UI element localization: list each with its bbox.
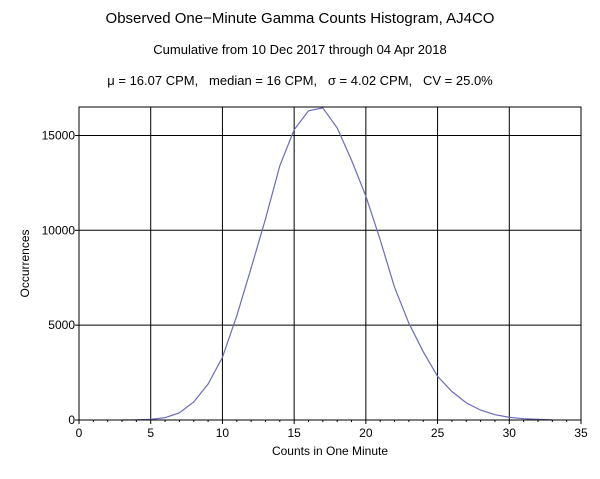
x-tick-label: 0 xyxy=(76,426,83,440)
x-axis-label: Counts in One Minute xyxy=(272,444,388,458)
y-tick-label: 0 xyxy=(68,413,75,427)
y-tick-label: 10000 xyxy=(42,223,76,237)
y-axis-label: Occurrences xyxy=(18,229,32,297)
x-tick-label: 35 xyxy=(574,426,588,440)
y-tick-label: 5000 xyxy=(48,318,75,332)
x-tick-label: 15 xyxy=(287,426,301,440)
series-line xyxy=(121,107,553,421)
chart-title: Observed One−Minute Gamma Counts Histogr… xyxy=(105,10,495,27)
x-tick-label: 20 xyxy=(359,426,373,440)
y-tick-label: 15000 xyxy=(42,128,76,142)
chart-stats-line: μ = 16.07 CPM, median = 16 CPM, σ = 4.02… xyxy=(107,73,493,88)
chart-subtitle: Cumulative from 10 Dec 2017 through 04 A… xyxy=(153,42,447,57)
x-tick-label: 10 xyxy=(216,426,230,440)
x-tick-label: 30 xyxy=(503,426,517,440)
x-tick-label: 25 xyxy=(431,426,445,440)
plot-frame xyxy=(78,106,582,421)
x-tick-label: 5 xyxy=(147,426,154,440)
